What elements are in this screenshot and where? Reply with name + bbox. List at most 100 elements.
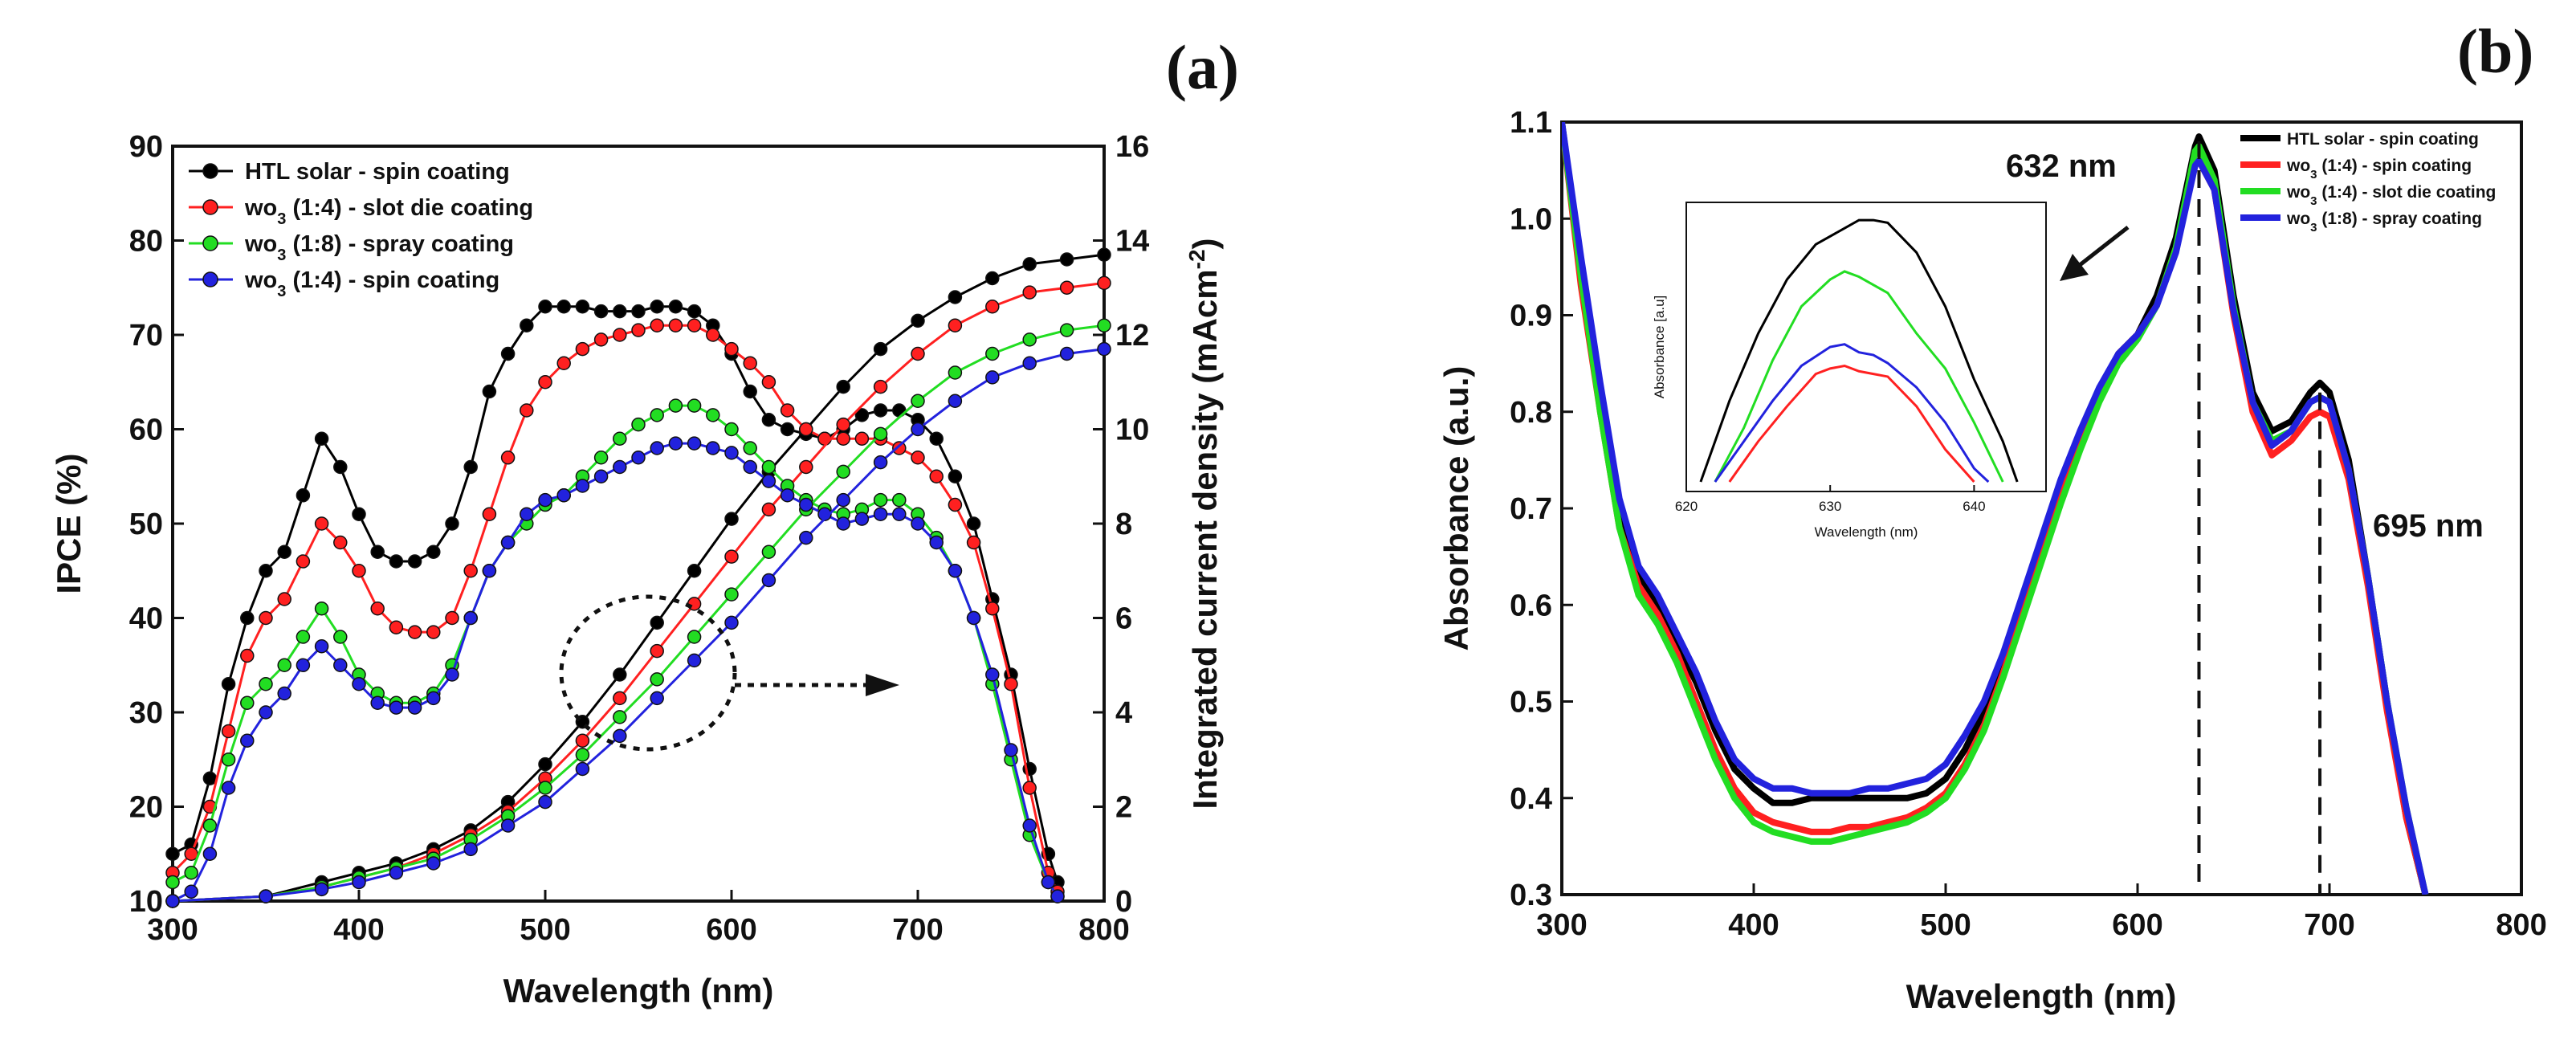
a-y2-tick-label: 10 — [1115, 414, 1149, 447]
panel-a-label: (a) — [1166, 32, 1239, 102]
panel-b-inset-arrow — [2078, 226, 2130, 267]
a-jsc-point — [911, 346, 925, 361]
a-jsc-point — [948, 394, 963, 408]
a-legend-marker — [202, 199, 218, 215]
a-ipce-point — [333, 658, 348, 672]
a-ipce-point — [593, 304, 609, 319]
inset-x-ticks: 620 630 640 — [1675, 485, 1986, 514]
a-ipce-point — [873, 403, 888, 418]
b-legend-text: wo — [2286, 210, 2310, 228]
a-ipce-line — [172, 305, 1059, 883]
a-ipce-point — [482, 507, 497, 521]
b-y-tick-label: 0.9 — [1510, 300, 1552, 333]
a-ipce-point — [761, 459, 776, 475]
a-jsc-point — [538, 794, 552, 810]
b-x-tick-label: 400 — [1728, 908, 1779, 942]
a-ipce-point — [333, 459, 348, 475]
a-ipce-point — [277, 686, 291, 701]
a-jsc-point — [911, 394, 925, 408]
a-jsc-point — [1059, 280, 1074, 295]
a-ipce-point — [817, 431, 832, 446]
panel-b-peak-lines — [2197, 141, 2322, 895]
a-jsc-point — [389, 866, 404, 880]
a-ipce-point — [1004, 677, 1018, 691]
a-ipce-point — [277, 592, 291, 606]
a-jsc-point — [836, 492, 850, 508]
a-y-tick-label: 30 — [129, 696, 163, 730]
a-ipce-point — [593, 451, 609, 465]
a-ipce-point — [650, 318, 664, 332]
a-jsc-point — [836, 379, 850, 394]
panel-b-y-ticks: 0.3 0.4 0.5 0.6 0.7 0.8 0.9 1.0 1.1 — [1510, 106, 1573, 912]
a-jsc-point — [985, 346, 1000, 361]
a-jsc-point — [948, 365, 963, 380]
panel-b-series — [1562, 122, 2429, 895]
a-ipce-point — [463, 459, 478, 475]
a-ipce-point — [240, 695, 255, 710]
a-ipce-point — [445, 667, 459, 682]
a-ipce-point — [613, 431, 627, 446]
a-jsc-point — [314, 882, 329, 897]
panel-a-y2-label-sup: -2 — [1184, 249, 1209, 269]
panel-a-series — [165, 247, 1111, 908]
a-ipce-point — [743, 384, 757, 399]
panel-b-annotation-632: 632 nm — [2006, 149, 2117, 184]
panel-a-y2-label-close: ) — [1186, 238, 1224, 249]
panel-b-y-axis-label: Absorbance (a.u.) — [1437, 366, 1475, 651]
a-legend-text: wo — [244, 195, 277, 221]
panel-a-y-ticks: 10 20 30 40 50 60 70 80 90 — [129, 130, 184, 919]
a-ipce-point — [463, 610, 478, 626]
panel-b-x-axis-label: Wavelength (nm) — [1906, 977, 2177, 1015]
a-legend-marker — [202, 163, 218, 179]
panel-a-y2-ticks: 0 2 4 6 8 10 12 14 16 — [1093, 130, 1149, 919]
a-x-tick-label: 600 — [706, 913, 756, 947]
b-legend-text: HTL solar - spin coating — [2287, 130, 2479, 149]
a-ipce-point — [277, 544, 291, 559]
a-jsc-point — [575, 748, 590, 762]
a-ipce-point — [668, 300, 683, 314]
a-legend-entry: wo3 (1:4) - slot die coating — [244, 195, 533, 228]
a-ipce-point — [668, 318, 683, 332]
a-ipce-point — [296, 630, 311, 644]
a-ipce-point — [296, 488, 311, 503]
a-ipce-point — [314, 639, 329, 654]
a-jsc-line — [172, 348, 1105, 903]
a-ipce-point — [184, 866, 198, 880]
a-ipce-point — [650, 300, 664, 314]
a-ipce-point — [482, 564, 497, 578]
a-ipce-point — [221, 752, 236, 767]
a-ipce-point — [407, 554, 422, 569]
a-jsc-point — [687, 653, 702, 668]
a-ipce-point — [389, 620, 404, 634]
a-jsc-point — [948, 290, 963, 304]
a-jsc-point — [873, 341, 888, 357]
a-x-tick-label: 400 — [333, 913, 384, 947]
a-jsc-point — [650, 672, 664, 687]
a-y2-tick-label: 0 — [1115, 885, 1132, 919]
a-ipce-point — [911, 516, 925, 531]
b-y-tick-label: 0.8 — [1510, 396, 1552, 430]
a-legend-text-rest: (1:8) - spray coating — [286, 231, 514, 257]
a-y-tick-label: 70 — [129, 319, 163, 353]
a-ipce-point — [389, 554, 404, 569]
b-x-tick-label: 800 — [2496, 908, 2546, 942]
a-ipce-point — [221, 677, 236, 691]
a-ipce-point — [352, 507, 366, 521]
a-ipce-point — [240, 648, 255, 663]
a-ipce-point — [687, 398, 702, 413]
a-jsc-point — [538, 781, 552, 795]
a-ipce-point — [892, 492, 907, 508]
a-jsc-point — [985, 370, 1000, 385]
panel-a-y2-label-main: Integrated current density (mAcm — [1186, 269, 1224, 809]
a-ipce-point — [259, 610, 273, 626]
a-ipce-point — [556, 356, 571, 370]
a-ipce-point — [929, 535, 944, 550]
inset-series-wo3-1-4-slot-die-coating — [1714, 270, 2004, 483]
a-jsc-point — [948, 318, 963, 332]
a-ipce-point — [743, 459, 757, 475]
a-jsc-point — [873, 426, 888, 442]
a-ipce-point — [780, 403, 795, 418]
a-jsc-point — [836, 464, 850, 479]
a-ipce-point — [929, 469, 944, 483]
a-ipce-point — [333, 535, 348, 550]
